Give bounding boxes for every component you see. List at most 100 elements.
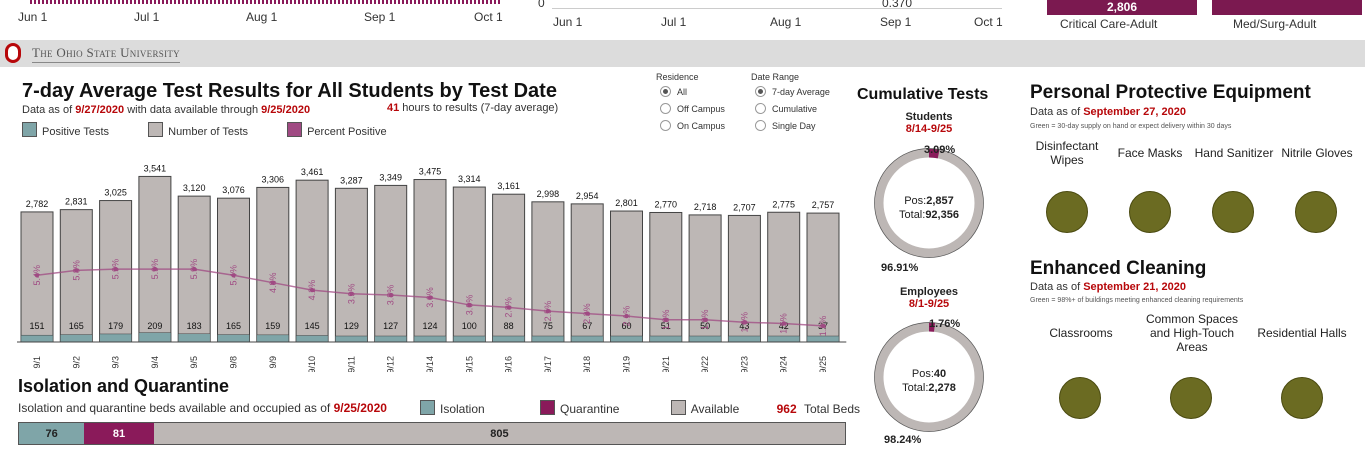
- cumulative-title-wrap: Cumulative Tests: [857, 86, 988, 104]
- employees-pct-pos: 1.76%: [929, 318, 961, 330]
- percent-point: [467, 302, 472, 308]
- employees-donut: [874, 322, 984, 432]
- ppe-title: Personal Protective Equipment: [1030, 82, 1311, 103]
- date-range-cumulative[interactable]: Cumulative: [755, 103, 830, 114]
- tests-value-label: 2,718: [694, 202, 717, 212]
- tests-bar: [295, 179, 329, 343]
- date-tick-label: 9/24: [779, 356, 789, 372]
- positive-bar: [256, 334, 290, 343]
- osu-block-o-logo: [5, 43, 21, 63]
- percent-point: [74, 268, 79, 273]
- ppe-status-gloves-icon: [1295, 191, 1337, 233]
- date-tick-label: 9/15: [464, 356, 474, 372]
- percent-point: [192, 266, 197, 272]
- positive-value-label: 124: [422, 321, 437, 331]
- tests-bar: [334, 187, 368, 343]
- percent-point: [585, 311, 590, 316]
- tests-value-label: 3,076: [222, 185, 245, 195]
- tests-value-label: 2,831: [65, 197, 88, 207]
- date-tick-label: 9/18: [582, 356, 592, 372]
- date-tick-label: 9/17: [543, 356, 553, 372]
- legend-percent-swatch: [287, 122, 303, 137]
- ppe-status-wipes-icon: [1046, 191, 1088, 233]
- ppe-label-gloves: Nitrile Gloves: [1281, 146, 1353, 160]
- tests-value-label: 3,306: [262, 174, 285, 184]
- left-tick-0: Jun 1: [18, 10, 48, 24]
- percent-point: [506, 305, 511, 310]
- date-tick-label: 9/4: [150, 356, 160, 369]
- cleaning-title-wrap: Enhanced Cleaning: [1030, 258, 1206, 280]
- ppe-status-sanitizer-icon: [1212, 191, 1254, 233]
- positive-value-label: 183: [187, 321, 202, 331]
- positive-value-label: 165: [69, 321, 84, 331]
- tests-value-label: 2,801: [615, 198, 638, 208]
- tests-bar-chart: 2,7821515.4%9/12,8311655.8%9/23,0251795.…: [17, 163, 847, 372]
- positive-value-label: 50: [700, 321, 710, 331]
- ppe-status-masks-icon: [1129, 191, 1171, 233]
- positive-bar: [492, 335, 525, 343]
- percent-point: [663, 317, 668, 322]
- positive-value-label: 127: [383, 321, 398, 331]
- legend-tests-swatch: [148, 122, 164, 137]
- radio-selected-icon: [755, 86, 766, 97]
- mid-value: 0.370: [882, 0, 913, 10]
- date-tick-label: 9/25: [818, 356, 828, 372]
- left-tick-1: Jul 1: [134, 10, 160, 24]
- legend-positive-swatch: [22, 122, 37, 137]
- residence-option-off-campus[interactable]: Off Campus: [660, 103, 725, 114]
- beds-stacked-bar: 76 81 805: [18, 422, 846, 445]
- mid-zero: 0: [538, 0, 545, 10]
- date-tick-label: 9/22: [700, 356, 710, 372]
- tests-bar: [256, 186, 290, 343]
- tests-bar: [452, 186, 486, 343]
- donut-outline: [874, 322, 984, 432]
- employees-heading: Employees 8/1-9/25: [899, 286, 959, 310]
- mid-tick-4: Oct 1: [974, 15, 1003, 29]
- date-tick-label: 9/21: [661, 356, 671, 372]
- cleaning-status-residential-icon: [1281, 377, 1323, 419]
- positive-bar: [531, 335, 565, 343]
- tests-bar: [570, 203, 604, 343]
- positive-bar: [610, 335, 643, 343]
- residence-option-all[interactable]: All: [660, 86, 725, 97]
- tests-value-label: 3,314: [458, 174, 481, 184]
- tests-asof: Data as of 9/27/2020 with data available…: [22, 104, 311, 116]
- positive-bar: [177, 333, 211, 343]
- available-segment: 805: [153, 423, 845, 444]
- positive-bar: [649, 335, 683, 343]
- students-heading: Students 8/14-9/25: [905, 111, 953, 135]
- tests-value-label: 2,770: [655, 199, 678, 209]
- date-tick-label: 9/5: [189, 356, 199, 369]
- date-tick-label: 9/3: [111, 356, 121, 369]
- positive-bar: [767, 335, 800, 343]
- university-banner: [0, 40, 1365, 67]
- positive-value-label: 145: [305, 321, 320, 331]
- tests-bar: [413, 179, 447, 343]
- tests-value-label: 3,349: [379, 172, 402, 182]
- tests-value-label: 2,998: [537, 189, 560, 199]
- isolation-title: Isolation and Quarantine: [18, 376, 230, 396]
- percent-point: [270, 280, 275, 285]
- date-tick-label: 9/12: [386, 356, 396, 372]
- positive-value-label: 88: [504, 321, 514, 331]
- positive-value-label: 151: [29, 321, 44, 331]
- mid-axis: [552, 8, 1002, 9]
- positive-value-label: 209: [147, 321, 162, 331]
- positive-value-label: 75: [543, 321, 553, 331]
- cumulative-title: Cumulative Tests: [857, 86, 989, 103]
- positive-bar: [99, 333, 132, 343]
- positive-bar: [570, 335, 604, 343]
- tests-bar: [374, 184, 408, 343]
- tests-value-label: 3,161: [497, 181, 520, 191]
- left-chart-residue: [30, 0, 500, 4]
- mid-tick-2: Aug 1: [770, 15, 802, 29]
- isolation-legend: Isolation Quarantine Available 962 Total…: [420, 400, 860, 416]
- left-tick-3: Sep 1: [364, 10, 396, 24]
- residence-option-on-campus[interactable]: On Campus: [660, 120, 725, 131]
- percent-point: [388, 292, 393, 298]
- tests-bar: [217, 197, 250, 343]
- date-range-single-day[interactable]: Single Day: [755, 120, 830, 131]
- percent-point: [113, 266, 118, 272]
- date-range-7day[interactable]: 7-day Average: [755, 86, 830, 97]
- date-tick-label: 9/8: [229, 356, 239, 369]
